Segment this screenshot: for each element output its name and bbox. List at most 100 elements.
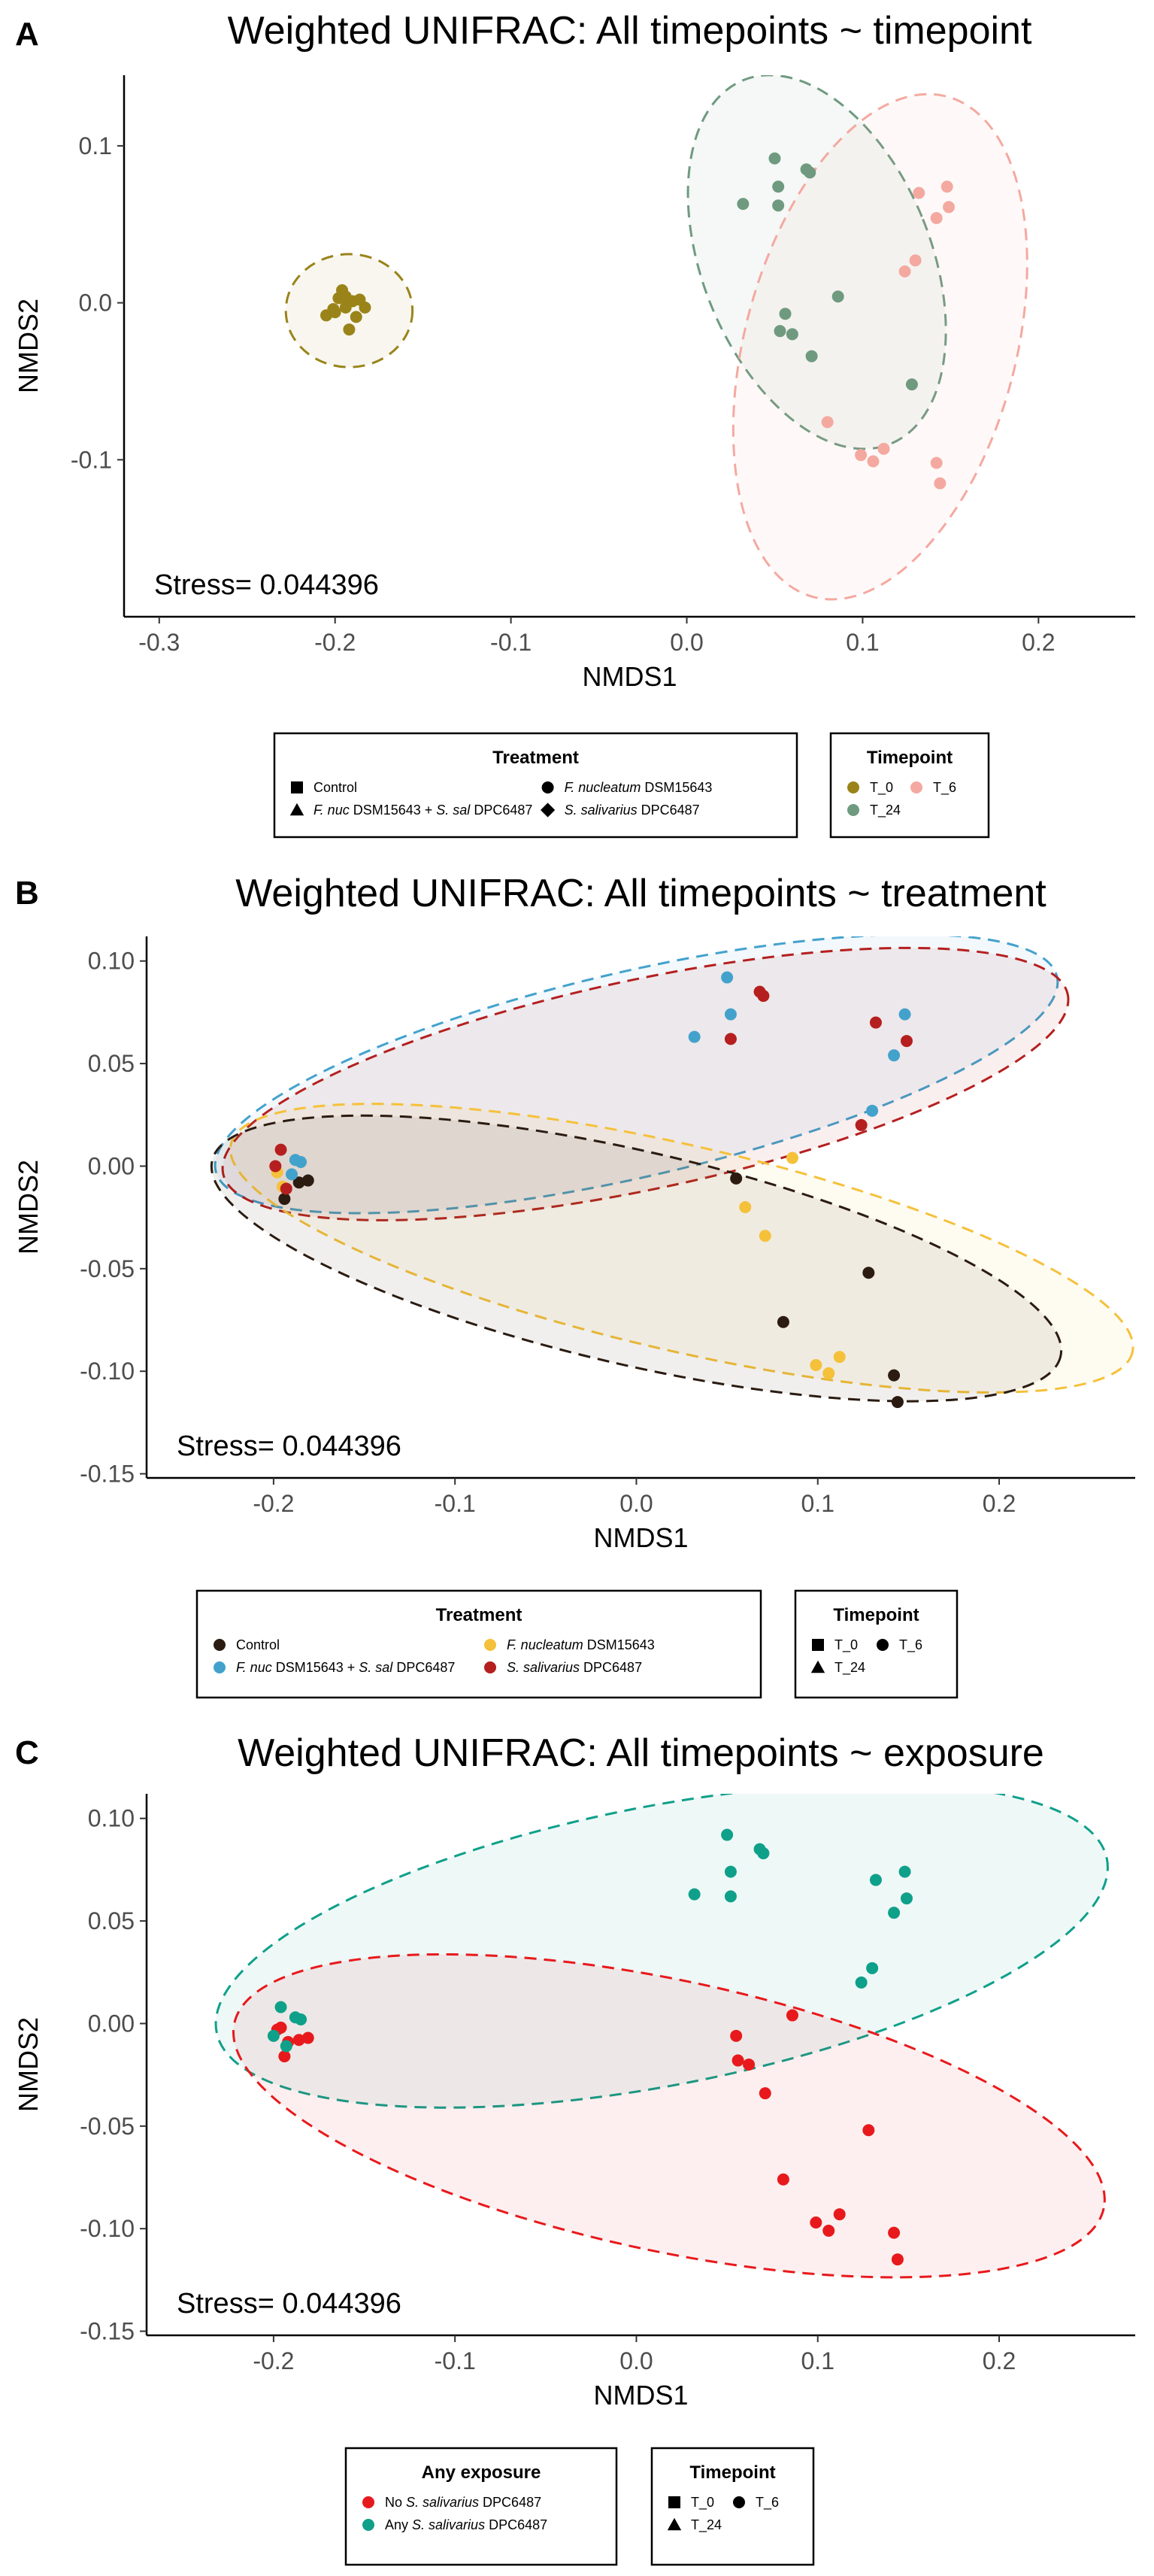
data-point bbox=[721, 971, 734, 984]
data-point bbox=[862, 1267, 875, 1279]
data-point bbox=[869, 1016, 882, 1029]
data-point bbox=[786, 1151, 798, 1164]
data-points bbox=[320, 152, 956, 490]
data-point bbox=[339, 290, 352, 303]
legend-key-circle bbox=[910, 781, 922, 793]
legend-label: T_6 bbox=[933, 780, 956, 796]
y-tick-label: -0.15 bbox=[80, 1461, 135, 1488]
data-point bbox=[913, 187, 925, 199]
x-tick-label: 0.1 bbox=[801, 2347, 834, 2374]
data-point bbox=[286, 1168, 298, 1181]
confidence-ellipse bbox=[232, 1952, 1106, 2279]
x-tick-label: 0.2 bbox=[983, 2347, 1016, 2374]
legend-label: F. nucleatum DSM15643 bbox=[565, 780, 713, 795]
legend-label: Any S. salivarius DPC6487 bbox=[385, 2517, 547, 2532]
data-point bbox=[888, 1369, 901, 1382]
legend-label-part: DPC6487 bbox=[485, 2517, 547, 2532]
legend-key-triangle bbox=[289, 803, 304, 816]
confidence-ellipse bbox=[221, 946, 1070, 1221]
data-point bbox=[888, 1049, 901, 1062]
confidence-ellipse bbox=[731, 93, 1028, 601]
legend-label: F. nucleatum DSM15643 bbox=[507, 1637, 655, 1652]
x-axis-label: NMDS1 bbox=[593, 2380, 688, 2411]
legend-title: Timepoint bbox=[833, 1605, 919, 1625]
y-axis-label: NMDS2 bbox=[13, 299, 44, 393]
data-point bbox=[359, 301, 371, 314]
legend-label-part: F. nucleatum bbox=[507, 1637, 583, 1652]
data-point bbox=[900, 1892, 913, 1905]
data-point bbox=[772, 199, 785, 212]
legend-key-circle bbox=[847, 781, 859, 793]
data-point bbox=[891, 2253, 904, 2266]
legend-label-part: S. sal bbox=[436, 803, 471, 818]
data-point bbox=[730, 1172, 743, 1185]
legend-label-part: T_24 bbox=[834, 1660, 865, 1676]
legend-label-part: S. salivarius bbox=[565, 803, 638, 818]
y-tick-label: 0.0 bbox=[79, 290, 112, 317]
data-point bbox=[759, 2087, 771, 2100]
legend-label: T_6 bbox=[899, 1637, 922, 1653]
data-point bbox=[772, 181, 785, 193]
legend-label-part: DPC6487 bbox=[638, 803, 700, 818]
data-point bbox=[888, 2226, 901, 2239]
legend-label-part: T_24 bbox=[691, 2517, 722, 2533]
panel-b: B Weighted UNIFRAC: All timepoints ~ trea… bbox=[13, 872, 1135, 1699]
y-tick-label: 0.05 bbox=[88, 1050, 135, 1077]
y-tick-label: 0.10 bbox=[88, 948, 135, 975]
legend-title: Timepoint bbox=[867, 748, 953, 768]
stress-annotation: Stress= 0.044396 bbox=[177, 2288, 401, 2320]
legend-label-part: DPC6487 bbox=[580, 1660, 642, 1675]
data-point bbox=[737, 198, 750, 211]
x-tick-label: 0.1 bbox=[801, 1490, 834, 1517]
legend-timepoint: Timepoint T_0 T_6 T_24 bbox=[650, 2447, 815, 2566]
x-tick-label: -0.1 bbox=[490, 629, 532, 656]
data-point bbox=[805, 350, 818, 363]
data-point bbox=[759, 1230, 771, 1242]
ellipses bbox=[214, 1794, 1109, 2279]
data-point bbox=[930, 211, 943, 224]
panel-letter: B bbox=[15, 875, 39, 912]
legend-label: F. nuc DSM15643 + S. sal DPC6487 bbox=[236, 1660, 455, 1675]
data-point bbox=[688, 1030, 701, 1043]
data-point bbox=[900, 1035, 913, 1048]
legend-key-circle bbox=[847, 804, 859, 816]
legend-label-part: DPC6487 bbox=[479, 2495, 541, 2510]
data-point bbox=[862, 2124, 875, 2137]
data-point bbox=[891, 1396, 904, 1409]
data-point bbox=[274, 1143, 287, 1156]
legend-label-part: S. salivarius bbox=[406, 2495, 479, 2510]
y-tick-label: -0.10 bbox=[80, 2215, 135, 2242]
data-point bbox=[833, 1351, 846, 1364]
legend-title: Treatment bbox=[436, 1605, 522, 1625]
x-tick-label: 0.2 bbox=[983, 1490, 1016, 1517]
data-point bbox=[292, 2034, 305, 2047]
legend-key-square bbox=[668, 2496, 680, 2508]
data-point bbox=[898, 1008, 911, 1021]
data-point bbox=[866, 1104, 879, 1117]
data-point bbox=[278, 1193, 291, 1206]
legend-label: T_0 bbox=[691, 2495, 714, 2511]
x-tick-label: -0.2 bbox=[253, 2347, 294, 2374]
data-point bbox=[831, 290, 844, 303]
data-point bbox=[267, 2029, 280, 2042]
panel-a: A Weighted UNIFRAC: All timepoints ~ time… bbox=[13, 9, 1135, 839]
data-point bbox=[721, 1828, 734, 1841]
legend-timepoint: Timepoint T_0 T_6 T_24 bbox=[829, 732, 990, 839]
confidence-ellipse bbox=[229, 1103, 1134, 1394]
data-point bbox=[786, 2009, 798, 2022]
data-point bbox=[295, 1156, 307, 1168]
legend-label-part: S. salivarius bbox=[412, 2517, 485, 2532]
legend-label-part: DPC6487 bbox=[392, 1660, 455, 1675]
x-tick-label: -0.1 bbox=[435, 2347, 476, 2374]
data-point bbox=[833, 2208, 846, 2221]
data-points bbox=[269, 971, 913, 1409]
data-point bbox=[757, 990, 770, 1003]
legend-label: Control bbox=[236, 1637, 280, 1652]
data-point bbox=[934, 477, 947, 490]
y-tick-label: -0.05 bbox=[80, 2113, 135, 2140]
data-point bbox=[779, 308, 792, 320]
data-point bbox=[877, 442, 890, 455]
legend-label-part: S. salivarius bbox=[507, 1660, 580, 1675]
data-point bbox=[888, 1907, 901, 1919]
